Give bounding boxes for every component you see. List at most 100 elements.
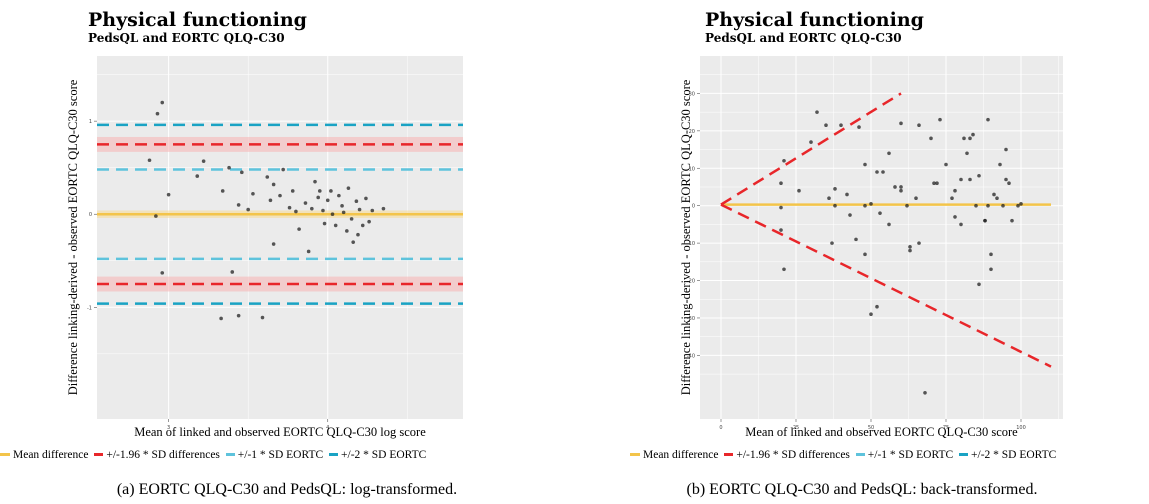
data-point [294, 209, 298, 214]
chart-subtitle: PedsQL and EORTC QLQ-C30 [705, 31, 902, 45]
loa-line-lower [720, 203, 1052, 368]
data-point [310, 206, 314, 211]
data-point [893, 185, 897, 189]
data-point [887, 222, 891, 227]
data-point [857, 125, 861, 129]
data-point [340, 204, 344, 208]
x-tick-label: 100 [1016, 425, 1026, 431]
data-point [998, 162, 1002, 167]
data-point [356, 232, 360, 237]
data-point [824, 123, 828, 128]
data-point [908, 245, 912, 249]
data-point [953, 188, 957, 193]
data-point [268, 198, 273, 203]
data-point [251, 191, 255, 196]
data-point [322, 221, 327, 226]
data-point [986, 117, 990, 122]
chart-title: Physical functioning [88, 9, 307, 31]
legend-label-loa: +/-1.96 * SD differences [106, 448, 220, 461]
x-axis-label: Mean of linked and observed EORTC QLQ-C3… [745, 425, 1018, 439]
y-tick-label: 30 [689, 91, 695, 97]
y-axis-label: Difference linking-derived - observed EO… [679, 79, 693, 395]
data-point [195, 174, 200, 178]
legend-label-sd2: +/-2 * SD EORTC [971, 448, 1057, 461]
data-point [1010, 218, 1014, 223]
legend-b: Mean difference +/-1.96 * SD differences… [630, 447, 1149, 461]
plot-panel [700, 56, 1063, 419]
data-point [848, 213, 852, 217]
data-point [779, 181, 783, 186]
data-point [908, 248, 912, 253]
data-point [815, 110, 819, 114]
data-point [227, 165, 231, 170]
data-point [281, 167, 285, 172]
data-point [899, 185, 903, 189]
data-point [351, 240, 356, 244]
data-point [899, 121, 903, 126]
data-point [367, 219, 371, 224]
chart-title: Physical functioning [705, 9, 924, 31]
data-point [357, 207, 362, 212]
data-point [977, 282, 981, 287]
data-point [950, 196, 954, 201]
data-point [316, 195, 320, 200]
data-point [863, 203, 867, 208]
legend-item-sd2: +/-2 * SD EORTC [329, 449, 426, 461]
data-point [923, 391, 927, 395]
data-point [306, 249, 311, 254]
data-point [869, 202, 873, 206]
data-point [166, 192, 171, 197]
plot-panel [97, 56, 463, 419]
data-point [854, 237, 858, 242]
data-point [974, 203, 978, 208]
data-point [330, 212, 335, 217]
data-point [989, 252, 993, 257]
data-point [219, 316, 223, 321]
data-point [220, 189, 225, 193]
legend-key-mean [630, 453, 640, 456]
y-axis-label: Difference linking-derived - observed EO… [66, 79, 80, 395]
legend-item-sd2: +/-2 * SD EORTC [959, 449, 1056, 461]
data-point [360, 223, 365, 228]
data-point [354, 199, 359, 203]
legend-label-mean: Mean difference [13, 448, 89, 461]
data-point [236, 203, 241, 207]
data-point [782, 158, 786, 163]
data-point [992, 192, 996, 197]
data-point [265, 175, 270, 179]
panel-b: Physical functioning PedsQL and EORTC QLQ… [575, 0, 1149, 504]
data-point [932, 181, 936, 186]
x-tick-label: 50 [868, 425, 874, 431]
data-point [246, 207, 250, 212]
y-tick-label: -40 [687, 353, 695, 359]
data-point [346, 186, 351, 190]
data-point [381, 206, 386, 211]
data-point [962, 136, 966, 141]
x-axis-label: Mean of linked and observed EORTC QLQ-C3… [134, 425, 426, 439]
data-point [875, 170, 879, 174]
data-point [364, 196, 368, 201]
data-point [287, 205, 292, 210]
x-tick-label: 4 [326, 425, 329, 431]
x-tick-label: 75 [943, 425, 949, 431]
data-point [959, 177, 963, 182]
data-point [881, 170, 885, 174]
legend-key-sd2 [959, 453, 969, 456]
data-point [779, 205, 783, 210]
data-point [1004, 177, 1008, 182]
data-point [1001, 203, 1005, 208]
caption-b: (b) EORTC QLQ-C30 and PedsQL: back-trans… [686, 481, 1038, 498]
data-point [317, 189, 322, 193]
legend-key-loa [94, 453, 104, 456]
data-point [905, 203, 909, 208]
data-point [370, 208, 375, 213]
data-point [986, 203, 990, 208]
chart-subtitle: PedsQL and EORTC QLQ-C30 [88, 31, 285, 45]
data-point [917, 123, 921, 128]
data-point [917, 241, 921, 245]
data-point [827, 196, 831, 201]
data-point [240, 170, 244, 175]
data-point [869, 312, 873, 317]
legend-item-loa: +/-1.96 * SD differences [724, 449, 850, 461]
